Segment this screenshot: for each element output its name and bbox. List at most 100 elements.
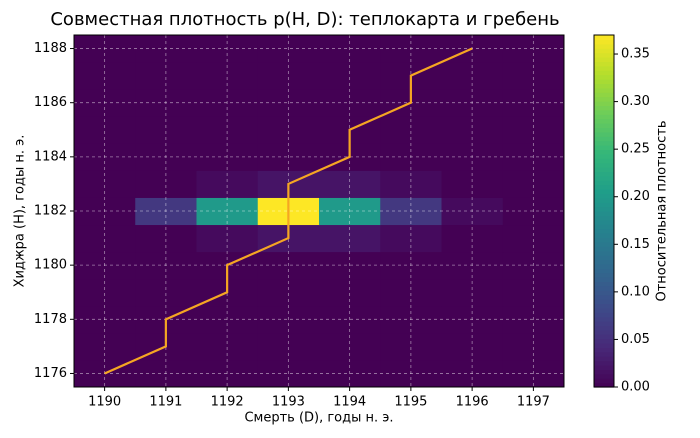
colorbar-step — [594, 290, 614, 296]
colorbar-step — [594, 197, 614, 203]
colorbar-step — [594, 325, 614, 331]
colorbar-step — [594, 299, 614, 304]
colorbar-step — [594, 202, 614, 208]
colorbar-tick-label: 0.15 — [621, 237, 650, 252]
colorbar-step — [594, 74, 614, 80]
colorbar-step — [594, 57, 614, 62]
colorbar-step — [594, 250, 614, 256]
x-axis-label: Смерть (D), годы н. э. — [244, 411, 393, 426]
colorbar-step — [594, 65, 614, 71]
colorbar-step — [594, 206, 614, 212]
colorbar-step — [594, 167, 614, 172]
colorbar-tick-label: 0.20 — [621, 189, 650, 204]
colorbar-step — [594, 263, 614, 269]
colorbar-step — [594, 334, 614, 340]
colorbar-step — [594, 329, 614, 335]
colorbar-step — [594, 224, 614, 230]
chart-title: Совместная плотность p(H, D): теплокарта… — [50, 9, 559, 30]
colorbar-step — [594, 277, 614, 282]
y-tick-label: 1176 — [34, 366, 67, 381]
colorbar-step — [594, 136, 614, 142]
colorbar-step — [594, 79, 614, 84]
x-tick-label: 1195 — [394, 395, 427, 410]
colorbar-step — [594, 131, 614, 137]
colorbar-step — [594, 259, 614, 265]
colorbar-tick-label: 0.05 — [621, 332, 650, 347]
colorbar-step — [594, 316, 614, 322]
x-tick-label: 1190 — [88, 395, 121, 410]
colorbar-step — [594, 285, 614, 291]
colorbar-tick-label: 0.00 — [621, 380, 650, 395]
x-tick-label: 1192 — [211, 395, 244, 410]
colorbar-step — [594, 171, 614, 177]
colorbar-step — [594, 338, 614, 344]
x-tick-label: 1197 — [517, 395, 550, 410]
colorbar-step — [594, 343, 614, 348]
colorbar-step — [594, 105, 614, 111]
x-tick-label: 1196 — [456, 395, 489, 410]
colorbar-step — [594, 255, 614, 260]
colorbar-step — [594, 149, 614, 155]
colorbar-step — [594, 312, 614, 318]
colorbar-frame — [593, 34, 615, 388]
colorbar-step — [594, 228, 614, 234]
colorbar-step — [594, 365, 614, 370]
colorbar-step — [594, 237, 614, 243]
colorbar-step — [594, 109, 614, 115]
colorbar-step — [594, 382, 614, 388]
colorbar-step — [594, 347, 614, 353]
colorbar-step — [594, 35, 614, 40]
y-axis-label: Хиджра (H), годы н. э. — [13, 135, 28, 288]
y-tick-label: 1186 — [34, 95, 67, 110]
colorbar-step — [594, 184, 614, 190]
colorbar-step — [594, 70, 614, 76]
colorbar-step — [594, 118, 614, 124]
colorbar-step — [594, 360, 614, 366]
colorbar-label: Относительная плотность — [655, 121, 670, 302]
colorbar-step — [594, 162, 614, 168]
colorbar-step — [594, 356, 614, 362]
colorbar-step — [594, 180, 614, 186]
colorbar-step — [594, 101, 614, 106]
colorbar-step — [594, 268, 614, 274]
colorbar-step — [594, 272, 614, 278]
colorbar-step — [594, 39, 614, 45]
x-tick-label: 1194 — [333, 395, 366, 410]
y-tick-label: 1188 — [34, 41, 67, 56]
colorbar-step — [594, 145, 614, 150]
colorbar-step — [594, 241, 614, 247]
colorbar-step — [594, 87, 614, 93]
colorbar-step — [594, 43, 614, 49]
colorbar-step — [594, 83, 614, 89]
colorbar-tick-label: 0.35 — [621, 47, 650, 62]
colorbar-step — [594, 127, 614, 133]
colorbar-step — [594, 193, 614, 199]
colorbar-step — [594, 369, 614, 375]
y-tick-label: 1180 — [34, 258, 67, 273]
colorbar-step — [594, 281, 614, 287]
y-tick-label: 1178 — [34, 312, 67, 327]
colorbar-step — [594, 307, 614, 313]
x-tick-label: 1193 — [272, 395, 305, 410]
colorbar-step — [594, 211, 614, 216]
ridge-line — [104, 47, 473, 375]
colorbar-tick-label: 0.25 — [621, 142, 650, 157]
colorbar-step — [594, 321, 614, 326]
colorbar-step — [594, 96, 614, 102]
colorbar-step — [594, 233, 614, 238]
colorbar-step — [594, 92, 614, 98]
colorbar-step — [594, 215, 614, 221]
colorbar-step — [594, 153, 614, 159]
colorbar-step — [594, 294, 614, 300]
colorbar-step — [594, 123, 614, 128]
colorbar-step — [594, 378, 614, 384]
colorbar-tick-label: 0.10 — [621, 284, 650, 299]
colorbar-step — [594, 140, 614, 146]
colorbar-step — [594, 351, 614, 357]
colorbar-step — [594, 175, 614, 181]
colorbar-step — [594, 114, 614, 120]
colorbar-step — [594, 52, 614, 58]
colorbar-step — [594, 158, 614, 164]
colorbar-step — [594, 373, 614, 379]
